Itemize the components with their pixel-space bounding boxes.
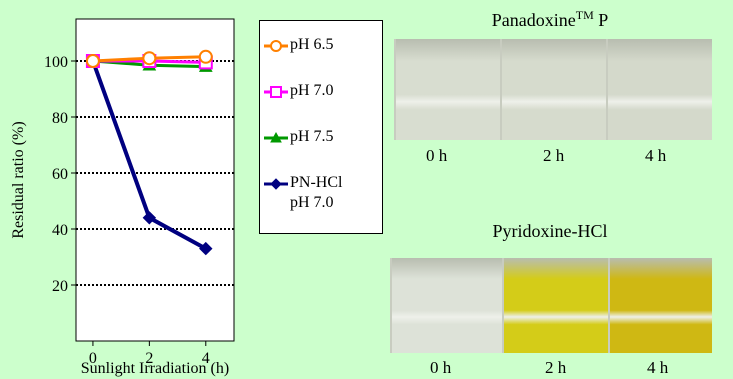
- vial-4h: [606, 39, 712, 140]
- data-point: [142, 211, 157, 225]
- data-point: [198, 49, 213, 64]
- series-line: [85, 49, 213, 68]
- y-tick-label: 20: [52, 278, 68, 295]
- y-tick-label: 40: [52, 222, 68, 239]
- y-tick-label: 60: [52, 166, 68, 183]
- legend-item: pH 7.0: [264, 81, 334, 101]
- legend-item: pH 7.5: [264, 127, 334, 147]
- x-tick-label: 4: [202, 350, 210, 367]
- legend-item: PN-HCl pH 7.0: [264, 173, 342, 213]
- vial-photo-panadoxine: [394, 39, 712, 140]
- photo-title-pyridoxine: Pyridoxine-HCl: [492, 221, 608, 241]
- legend-marker: [264, 178, 288, 190]
- chart-legend: pH 6.5 pH 7.0 pH 7.5 PN-HCl pH 7.0: [259, 20, 383, 234]
- vial-2h: [502, 258, 610, 353]
- data-point: [270, 40, 282, 52]
- x-tick-label: 2: [145, 350, 153, 367]
- photo-label-4h: 4 h: [647, 358, 669, 377]
- data-point: [270, 178, 282, 190]
- vial-0h: [390, 258, 504, 353]
- legend-label: PN-HCl pH 7.0: [290, 174, 343, 211]
- photo-label-0h: 0 h: [430, 358, 452, 377]
- y-tick-label: 100: [44, 54, 68, 71]
- legend-marker: [264, 86, 288, 98]
- x-tick-label: 0: [89, 350, 97, 367]
- photo-label-2h: 2 h: [543, 146, 565, 165]
- data-point: [270, 86, 282, 98]
- legend-marker: [264, 131, 288, 143]
- y-tick-label: 80: [52, 110, 68, 127]
- data-point: [85, 54, 100, 68]
- data-point: [142, 51, 157, 66]
- vial-4h: [608, 258, 712, 353]
- vial-0h: [394, 39, 502, 140]
- data-point: [199, 241, 213, 256]
- plot-area: [75, 18, 235, 342]
- vial-photo-pyridoxine: [390, 258, 712, 353]
- legend-label: pH 6.5: [290, 36, 334, 53]
- y-axis-label: Residual ratio (%): [10, 121, 27, 238]
- photo-label-0h: 0 h: [426, 146, 448, 165]
- x-axis-label: Sunlight Irradiation (h): [81, 360, 229, 377]
- photo-title-panadoxine: PanadoxineTM P: [491, 8, 609, 30]
- legend-label: pH 7.0: [290, 82, 334, 99]
- legend-label: pH 7.5: [290, 128, 334, 145]
- legend-marker: [264, 40, 288, 52]
- data-point: [270, 131, 282, 143]
- legend-item: pH 6.5: [264, 35, 334, 55]
- vial-2h: [500, 39, 608, 140]
- photo-label-2h: 2 h: [545, 358, 567, 377]
- photo-label-4h: 4 h: [645, 146, 667, 165]
